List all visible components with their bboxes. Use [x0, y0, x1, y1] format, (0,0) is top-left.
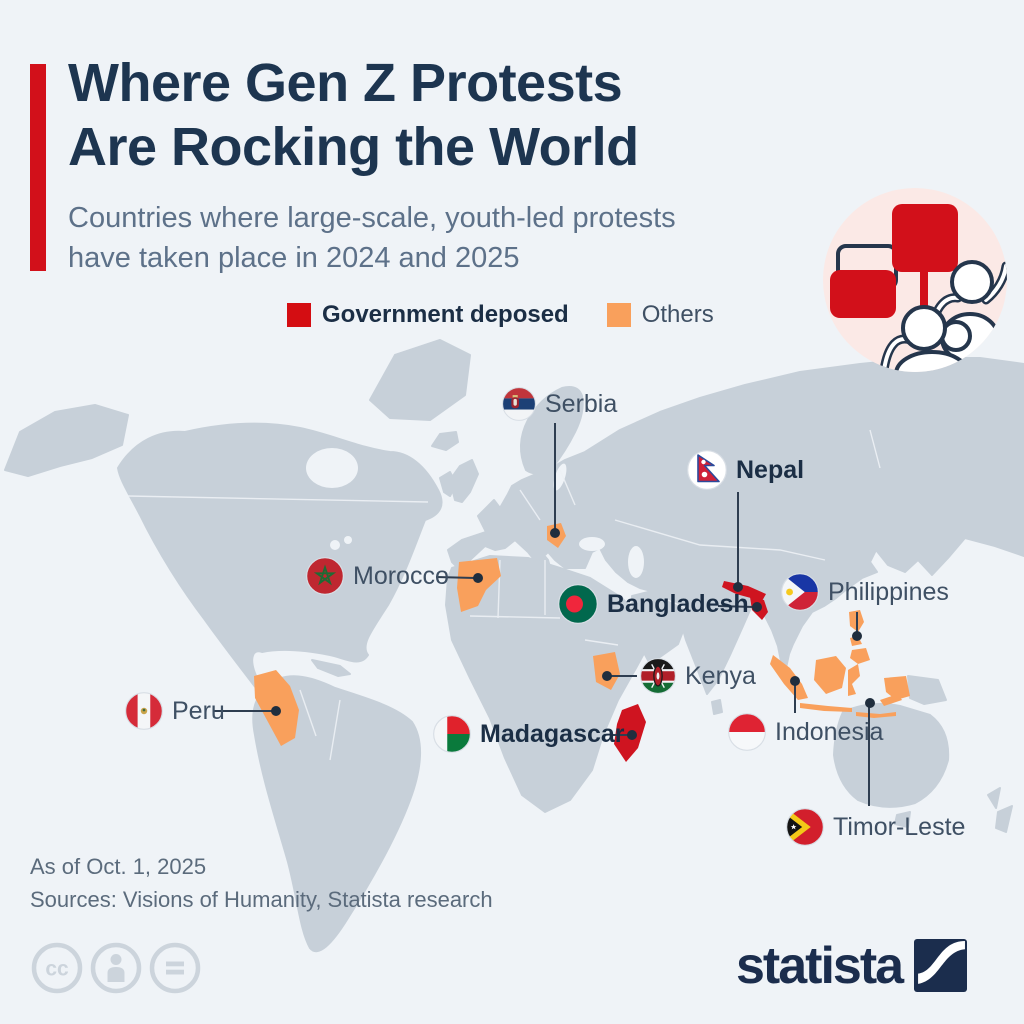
- license-icons: cc: [31, 942, 201, 994]
- marker-bangladesh: Bangladesh: [558, 584, 749, 624]
- country-label-serbia: Serbia: [545, 389, 618, 418]
- country-label-morocco: Morocco: [353, 561, 449, 590]
- protest-illustration: [823, 188, 1007, 372]
- statista-wordmark: statista: [736, 936, 904, 995]
- country-label-indonesia: Indonesia: [775, 717, 884, 746]
- indonesia-flag-icon: [728, 713, 766, 751]
- subtitle-line2: have taken place in 2024 and 2025: [68, 242, 520, 275]
- legend: Government deposed Others: [287, 301, 714, 329]
- bangladesh-flag-icon: [558, 584, 598, 624]
- country-borders: [127, 429, 881, 761]
- connector-lines: [214, 423, 870, 806]
- country-label-kenya: Kenya: [685, 661, 756, 690]
- legend-others-label: Others: [641, 301, 714, 328]
- madagascar-flag-icon: [433, 715, 471, 753]
- country-label-madagascar: Madagascar: [480, 719, 625, 748]
- philippines-shape: [849, 610, 870, 664]
- cc-nd-equals-icon: [149, 942, 201, 994]
- title-line1: Where Gen Z Protests: [68, 53, 623, 113]
- country-label-peru: Peru: [172, 696, 225, 725]
- country-label-timor-leste: Timor-Leste: [833, 812, 966, 841]
- page-title: Where Gen Z Protests Are Rocking the Wor…: [68, 52, 639, 179]
- statista-logo-icon: [914, 939, 968, 992]
- placard-icon: [892, 204, 958, 272]
- marker-peru: Peru: [125, 692, 225, 730]
- page-subtitle: Countries where large-scale, youth-led p…: [68, 198, 676, 278]
- title-line2: Are Rocking the World: [68, 116, 639, 177]
- statista-branding: statista: [736, 936, 968, 995]
- marker-philippines: Philippines: [781, 573, 949, 611]
- inland-seas: [306, 448, 644, 578]
- subtitle-line1: Countries where large-scale, youth-led p…: [68, 202, 676, 234]
- indonesia-shape: [770, 655, 910, 718]
- marker-nepal: Nepal: [687, 450, 804, 490]
- connector-dots: [271, 528, 875, 740]
- kenya-shape: [593, 652, 620, 690]
- creative-commons-icon: cc: [31, 942, 83, 994]
- cc-by-person-icon: [90, 942, 142, 994]
- legend-deposed-swatch: [287, 303, 311, 327]
- kenya-flag-icon: [640, 658, 676, 694]
- marker-kenya: Kenya: [640, 658, 756, 694]
- title-accent-bar: [30, 64, 46, 271]
- morocco-flag-icon: [306, 557, 344, 595]
- sign-red-icon: [830, 270, 896, 318]
- country-label-nepal: Nepal: [736, 455, 805, 484]
- country-label-philippines: Philippines: [828, 577, 949, 606]
- philippines-flag-icon: [781, 573, 819, 611]
- morocco-shape: [457, 558, 501, 612]
- nepal-flag-icon: [687, 450, 727, 490]
- marker-indonesia: Indonesia: [728, 713, 883, 751]
- marker-serbia: Serbia: [502, 387, 617, 421]
- legend-deposed-label: Government deposed: [322, 301, 569, 328]
- as-of-date: As of Oct. 1, 2025: [30, 854, 207, 879]
- marker-madagascar: Madagascar: [433, 715, 625, 753]
- marker-morocco: Morocco: [306, 557, 449, 595]
- country-label-bangladesh: Bangladesh: [607, 589, 749, 618]
- serbia-flag-icon: [502, 387, 536, 421]
- sources-note: Sources: Visions of Humanity, Statista r…: [30, 887, 493, 912]
- legend-others-swatch: [606, 303, 631, 327]
- peru-flag-icon: [125, 692, 163, 730]
- svg-text:cc: cc: [45, 958, 69, 981]
- marker-timor-leste: Timor-Leste: [786, 808, 965, 846]
- timor-leste-flag-icon: [786, 808, 824, 846]
- nepal-shape: [722, 581, 766, 601]
